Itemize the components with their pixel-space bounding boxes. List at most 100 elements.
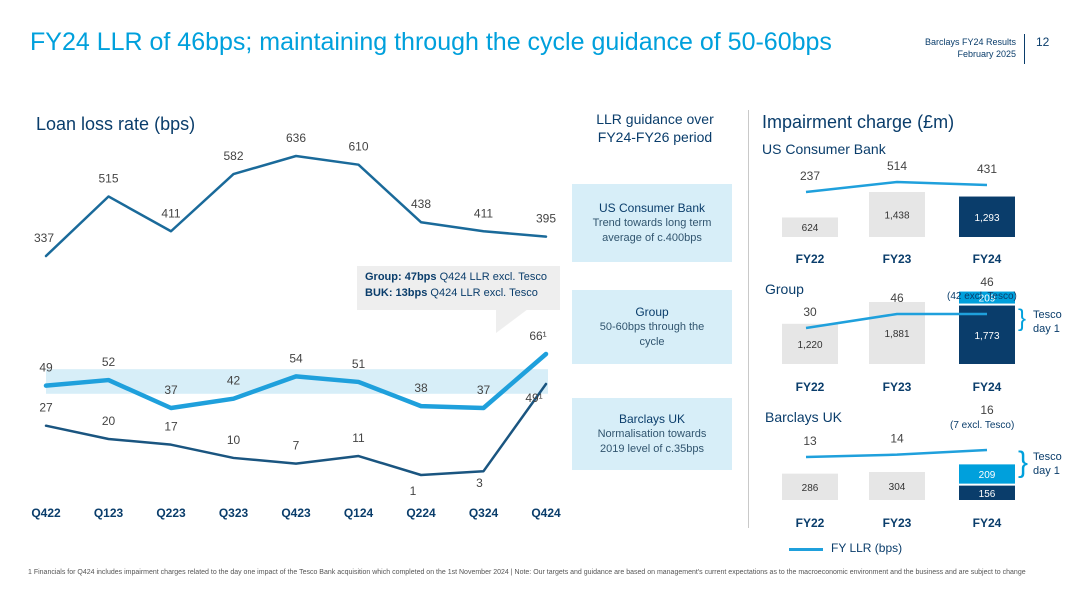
series-line-barclays-uk [44, 382, 548, 477]
llr-data-label: 411 [161, 206, 180, 220]
impairment-year-label: FY23 [883, 252, 912, 266]
legend-line-icon [789, 548, 823, 551]
llr-bps-label: 514 [887, 159, 907, 173]
callout-group-bold: Group: 47bps [365, 271, 437, 283]
guidance-box-group: Group 50-60bps through the cycle [572, 290, 732, 364]
impairment-year-label: FY22 [796, 516, 825, 530]
guidance-box-text: Trend towards long term average of c.400… [592, 216, 712, 244]
llr-chart-title: Loan loss rate (bps) [36, 114, 196, 134]
callout-buk-text: Q424 LLR excl. Tesco [427, 287, 538, 299]
bar-value-label: 624 [802, 223, 819, 234]
llr-data-label: 49 [39, 361, 53, 375]
impairment-bar [959, 485, 1015, 500]
impairment-year-label: FY24 [973, 516, 1002, 530]
llr-data-label: 54 [289, 351, 303, 365]
callout-buk-bold: BUK: 13bps [365, 287, 428, 299]
llr-bps-label: 237 [800, 169, 820, 183]
bar-value-label: 1,881 [884, 329, 909, 340]
buk-llr-note: (7 excl. Tesco) [950, 420, 1015, 431]
llr-data-label: 37 [477, 383, 491, 397]
llr-data-label: 515 [98, 171, 118, 185]
header-divider [1024, 34, 1025, 64]
callout-group-text: Q424 LLR excl. Tesco [436, 271, 547, 283]
llr-data-label: 66¹ [529, 329, 546, 343]
x-tick-label: Q224 [406, 506, 436, 520]
llr-bps-label: 30 [803, 305, 817, 319]
llr-data-label: 52 [102, 355, 116, 369]
impairment-bar [782, 323, 838, 364]
x-tick-label: Q123 [94, 506, 124, 520]
impairment-year-label: FY24 [973, 380, 1002, 394]
footnote: 1 Financials for Q424 includes impairmen… [28, 569, 1026, 576]
llr-data-label: 411 [474, 206, 493, 220]
llr-data-label: 42 [227, 374, 241, 388]
impairment-bar [869, 302, 925, 364]
doc-title: Barclays FY24 Results [924, 37, 1016, 47]
x-tick-label: Q323 [219, 506, 249, 520]
fy-llr-line [805, 448, 988, 459]
llr-data-label: 37 [164, 383, 178, 397]
impairment-bar [782, 217, 838, 237]
x-tick-label: Q124 [344, 506, 374, 520]
bar-value-label: 1,438 [884, 211, 909, 222]
llr-data-label: 17 [164, 420, 178, 434]
group-guidance-band [46, 369, 548, 394]
llr-bps-label: 46 [890, 291, 904, 305]
llr-lines [43, 154, 549, 477]
impairment-bar [869, 472, 925, 500]
tesco-brace-icon: } [1018, 305, 1027, 332]
column-divider [748, 110, 749, 528]
bar-value-label: 1,293 [974, 213, 999, 224]
impairment-bar [782, 473, 838, 500]
fy-llr-line [805, 312, 987, 330]
llr-data-label: 3 [476, 476, 483, 490]
group-title: Group [765, 281, 804, 297]
impairment-bar [869, 192, 925, 237]
group-tesco-label: Tesco day 1 [1033, 309, 1062, 335]
x-tick-label: Q223 [156, 506, 186, 520]
llr-data-label: 395 [536, 212, 556, 226]
impairment-bar [959, 196, 1015, 237]
barclays-uk-title: Barclays UK [765, 409, 843, 425]
callout-pointer [496, 309, 528, 333]
tesco-bar-label: 209 [979, 294, 996, 305]
x-tick-label: Q422 [31, 506, 61, 520]
series-line-group [43, 351, 549, 411]
tesco-day1-bar [959, 464, 1015, 484]
bar-value-label: 1,773 [974, 331, 999, 342]
bar-value-label: 304 [889, 482, 906, 493]
llr-bps-label: 46 [980, 275, 994, 289]
guidance-box-text: Normalisation towards 2019 level of c.35… [597, 427, 707, 455]
impairment-year-label: FY23 [883, 516, 912, 530]
guidance-box-title: US Consumer Bank [598, 200, 706, 215]
impairment-year-label: FY23 [883, 380, 912, 394]
us-consumer-bank-title: US Consumer Bank [762, 141, 886, 157]
llr-data-label: 11 [352, 431, 365, 445]
llr-bps-label: 431 [977, 162, 997, 176]
page-title: FY24 LLR of 46bps; maintaining through t… [30, 28, 832, 56]
page-number: 12 [1036, 35, 1050, 49]
impairment-panels: 624 FY22 237 1,438 FY23 514 1,293 FY24 431 1,220 F… [782, 159, 1015, 530]
llr-data-label: 10 [227, 433, 241, 447]
llr-data-label: 7 [293, 439, 300, 453]
llr-data-label: 636 [286, 131, 306, 145]
impairment-year-label: FY22 [796, 380, 825, 394]
impairment-year-label: FY22 [796, 252, 825, 266]
llr-data-label: 49¹ [525, 391, 542, 405]
guidance-heading: LLR guidance over FY24-FY26 period [596, 111, 714, 145]
llr-data-label: 51 [352, 357, 366, 371]
impairment-title: Impairment charge (£m) [762, 112, 955, 132]
llr-data-label: 438 [411, 197, 431, 211]
guidance-box-title: Barclays UK [618, 411, 686, 426]
llr-data-label: 1 [410, 484, 417, 498]
tesco-bar-label: 209 [979, 470, 996, 481]
fy-llr-line [805, 180, 988, 194]
group-llr-note: (42 excl. Tesco) [947, 291, 1017, 302]
tesco-callout: Group: 47bps Q424 LLR excl. Tesco BUK: 1… [357, 266, 560, 310]
llr-data-label: 582 [223, 149, 243, 163]
llr-data-label: 337 [34, 231, 54, 245]
buk-tesco-label: Tesco day 1 [1033, 451, 1062, 477]
llr-data-label: 610 [348, 140, 368, 154]
x-tick-label: Q423 [281, 506, 311, 520]
